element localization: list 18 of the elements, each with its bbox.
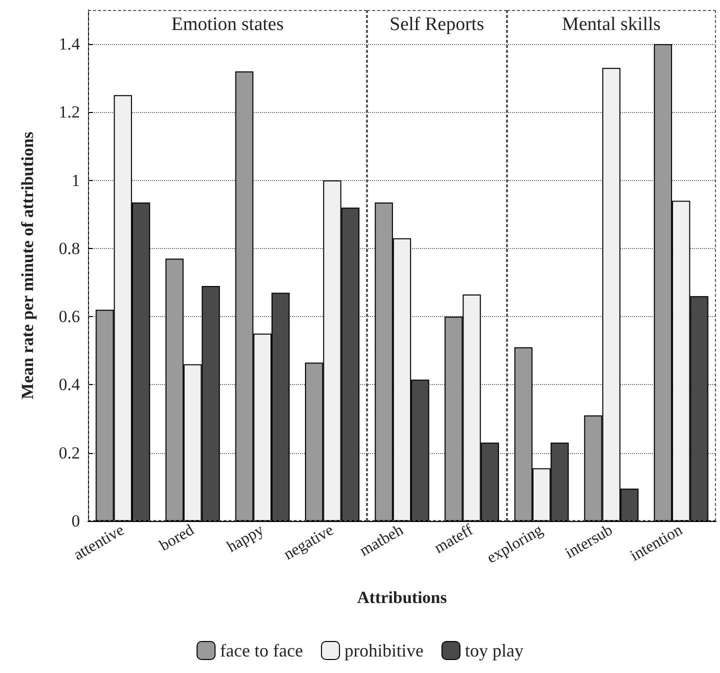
annotation: Mental skills — [562, 14, 661, 36]
y-tick-label: 0.8 — [58, 238, 80, 258]
y-axis-title: Mean rate per minute of attributions — [18, 131, 37, 400]
x-axis-title: Attributions — [357, 588, 448, 607]
y-tick-label: 0.6 — [58, 307, 80, 326]
x-tick-label: bored — [156, 522, 197, 555]
y-tick-label: 1.4 — [58, 34, 80, 54]
legend-label: toy play — [464, 640, 524, 660]
y-tick-label: 1.2 — [58, 102, 80, 122]
legend-label: face to face — [220, 640, 303, 660]
y-tick-label: 0.4 — [58, 375, 80, 394]
annotation: Emotion states — [171, 14, 284, 36]
y-tick-label: 0.2 — [58, 443, 80, 462]
annotation: Self Reports — [390, 14, 484, 36]
y-tick-label: 0 — [72, 512, 80, 530]
x-tick-label: happy — [224, 522, 267, 556]
legend-label: prohibitive — [344, 640, 424, 660]
y-tick-label: 1 — [72, 170, 80, 190]
